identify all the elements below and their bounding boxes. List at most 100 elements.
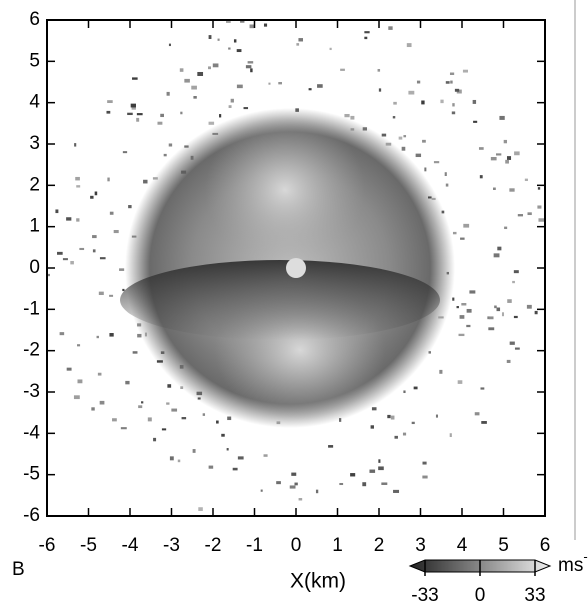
x-tick-label: 0 (291, 535, 302, 556)
echo-speck (109, 211, 114, 215)
x-tick-label: -5 (80, 535, 97, 556)
echo-speck (75, 176, 80, 181)
echo-speck (526, 304, 532, 309)
echo-speck (381, 133, 387, 137)
echo-speck (279, 16, 285, 20)
colorbar-tick-label: 33 (524, 585, 545, 606)
y-tick-label: 4 (29, 92, 40, 113)
echo-speck (411, 421, 415, 425)
echo-speck (127, 112, 133, 116)
echo-speck (527, 212, 532, 216)
echo-speck (427, 196, 432, 199)
echo-speck (296, 43, 300, 46)
echo-speck (128, 205, 132, 209)
echo-speck (387, 414, 391, 419)
echo-speck (370, 425, 374, 429)
echo-speck (339, 482, 344, 486)
echo-speck (422, 461, 427, 465)
echo-speck (496, 307, 501, 312)
echo-speck (449, 72, 455, 75)
echo-speck (107, 177, 110, 182)
echo-speck (77, 344, 81, 347)
echo-speck (513, 315, 518, 319)
echo-speck (180, 386, 184, 390)
echo-speck (445, 183, 449, 187)
echo-speck (538, 218, 545, 222)
echo-speck (394, 435, 398, 439)
echo-speck (472, 99, 477, 104)
echo-speck (113, 229, 119, 234)
colorbar-tick-label: -33 (411, 585, 438, 606)
echo-speck (428, 351, 431, 354)
echo-speck (99, 257, 106, 260)
echo-speck (422, 139, 426, 143)
echo-speck (362, 482, 367, 487)
echo-speck (152, 177, 158, 180)
echo-speck (179, 365, 184, 369)
echo-speck (208, 465, 214, 469)
x-tick-label: -2 (205, 535, 222, 556)
x-tick-label: 1 (332, 535, 343, 556)
echo-speck (503, 139, 508, 144)
echo-speck (92, 249, 96, 253)
echo-speck (225, 20, 231, 23)
echo-speck (226, 448, 229, 451)
echo-speck (250, 68, 253, 73)
echo-speck (131, 105, 136, 110)
echo-speck (289, 485, 296, 489)
echo-speck (160, 113, 164, 118)
echo-speck (385, 142, 392, 146)
echo-speck (96, 335, 99, 339)
echo-speck (166, 402, 170, 405)
echo-speck (497, 246, 502, 251)
echo-speck (91, 407, 95, 411)
echo-speck (247, 61, 254, 64)
echo-speck (494, 305, 497, 309)
y-tick-label: -6 (23, 505, 40, 526)
echo-speck (221, 433, 225, 437)
echo-speck (181, 417, 187, 420)
echo-speck (512, 280, 515, 284)
echo-speck (398, 136, 403, 140)
echo-speck (277, 14, 280, 16)
echo-speck (294, 482, 298, 486)
echo-speck (433, 161, 440, 164)
echo-speck (392, 116, 396, 119)
echo-speck (452, 103, 455, 107)
echo-speck (339, 418, 342, 422)
colorbar-label: ms-1 (558, 549, 588, 576)
echo-speck (171, 408, 178, 412)
echo-speck (456, 89, 462, 94)
echo-speck (230, 98, 234, 103)
echo-speck (481, 421, 487, 424)
echo-speck (461, 303, 467, 306)
echo-speck (480, 387, 485, 390)
echo-speck (97, 372, 102, 376)
echo-speck (191, 85, 197, 90)
echo-speck (106, 110, 111, 114)
echo-speck (506, 359, 511, 363)
echo-speck (79, 247, 85, 251)
echo-speck (168, 143, 173, 147)
echo-speck (193, 96, 197, 99)
echo-speck (449, 433, 452, 438)
echo-speck (184, 145, 189, 148)
echo-speck (308, 88, 312, 91)
echo-speck (219, 114, 222, 118)
echo-speck (325, 15, 328, 17)
echo-speck (401, 146, 406, 151)
echo-speck (403, 390, 406, 394)
echo-speck (295, 108, 299, 112)
echo-speck (469, 290, 476, 294)
echo-speck (298, 38, 304, 42)
echo-speck (263, 23, 268, 27)
y-tick-label: -1 (23, 298, 40, 319)
echo-speck (260, 489, 263, 492)
echo-speck (208, 66, 211, 70)
echo-speck (168, 43, 171, 47)
echo-speck (479, 175, 483, 179)
echo-speck (451, 111, 456, 115)
y-tick-label: 0 (29, 257, 40, 278)
echo-speck (416, 80, 421, 84)
echo-speck (452, 297, 455, 301)
